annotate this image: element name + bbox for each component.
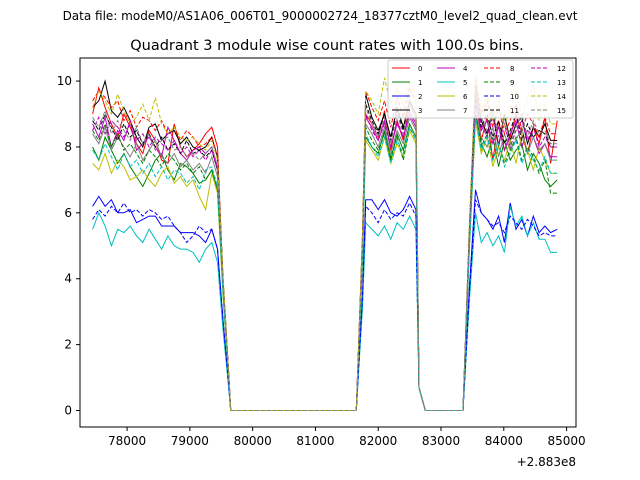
- series-line-5: [92, 206, 558, 411]
- series-line-4: [92, 103, 558, 411]
- legend-label-2: 2: [418, 93, 422, 101]
- x-tick-label: 82000: [359, 434, 397, 448]
- y-tick-label: 8: [64, 140, 72, 154]
- legend-label-13: 13: [557, 79, 566, 87]
- x-tick-label: 84000: [485, 434, 523, 448]
- series-line-14: [92, 74, 558, 411]
- y-tick-label: 6: [64, 206, 72, 220]
- legend-label-5: 5: [463, 79, 467, 87]
- series-line-9: [92, 113, 558, 411]
- y-tick-label: 2: [64, 338, 72, 352]
- x-axis: 78000 79000 80000 81000 82000 83000 84000 85000: [108, 427, 586, 448]
- legend-label-4: 4: [463, 65, 468, 73]
- y-tick-label: 0: [64, 404, 72, 418]
- chart-suptitle: Data file: modeM0/AS1A06_006T01_90000027…: [63, 9, 578, 23]
- x-tick-label: 83000: [422, 434, 460, 448]
- series-line-1: [92, 113, 558, 411]
- x-tick-label: 81000: [296, 434, 334, 448]
- legend-label-8: 8: [510, 65, 514, 73]
- legend-label-15: 15: [557, 107, 566, 115]
- x-tick-label: 85000: [547, 434, 585, 448]
- x-tick-label: 80000: [234, 434, 272, 448]
- series-line-6: [92, 120, 558, 411]
- series-line-10: [92, 199, 558, 411]
- x-tick-label: 79000: [171, 434, 209, 448]
- legend-label-7: 7: [463, 107, 467, 115]
- x-tick-label: 78000: [108, 434, 146, 448]
- x-offset-label: +2.883e8: [517, 455, 576, 469]
- legend-label-1: 1: [418, 79, 422, 87]
- legend-label-10: 10: [510, 93, 519, 101]
- y-tick-label: 10: [57, 74, 72, 88]
- series-line-13: [92, 117, 558, 411]
- legend-label-3: 3: [418, 107, 422, 115]
- legend-label-6: 6: [463, 93, 468, 101]
- y-axis: 0 2 4 6 8 10: [57, 74, 80, 418]
- legend-box: [387, 59, 574, 119]
- legend-label-0: 0: [418, 65, 422, 73]
- legend-label-11: 11: [510, 107, 519, 115]
- legend-label-14: 14: [557, 93, 566, 101]
- plot-lines: [92, 74, 558, 411]
- series-line-2: [92, 189, 558, 411]
- series-line-15: [92, 87, 558, 411]
- chart-title: Quadrant 3 module wise count rates with …: [130, 38, 524, 54]
- y-tick-label: 4: [64, 272, 72, 286]
- legend-label-12: 12: [557, 65, 566, 73]
- legend-label-9: 9: [510, 79, 514, 87]
- plot-frame: [79, 57, 577, 428]
